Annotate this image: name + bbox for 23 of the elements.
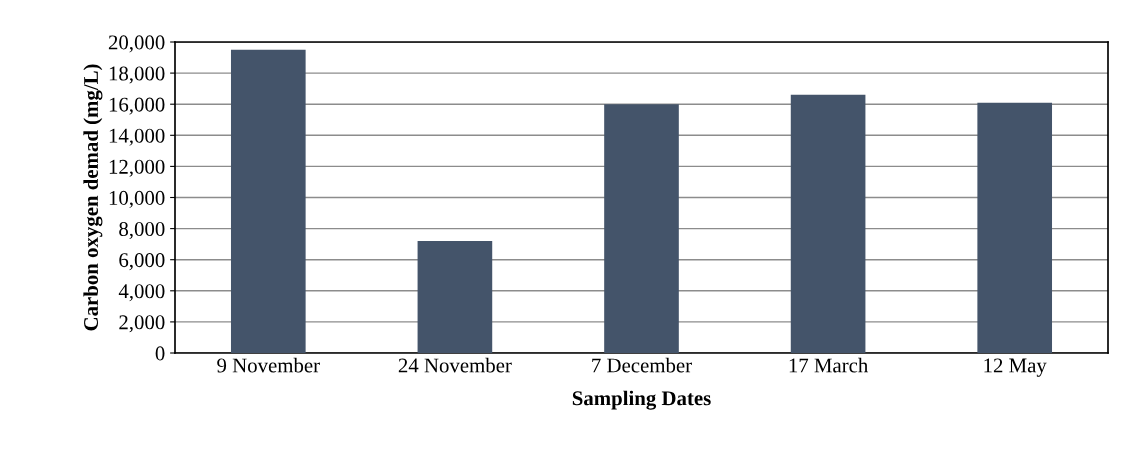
y-tick-label: 18,000 xyxy=(109,66,165,84)
y-tick-label: 14,000 xyxy=(109,128,165,146)
y-axis-title: Carbon oxygen demad (mg/L) xyxy=(83,64,103,331)
y-tick-label: 4,000 xyxy=(118,284,165,302)
x-tick-label: 17 March xyxy=(789,357,869,373)
y-tick-label: 8,000 xyxy=(119,221,165,240)
y-tick-label: 20,000 xyxy=(108,35,165,53)
x-tick-label: 12 May xyxy=(984,358,1047,377)
y-tick-label: 16,000 xyxy=(109,97,165,115)
x-tick-label: 24 November xyxy=(398,357,512,373)
x-tick-label: 7 December xyxy=(592,357,692,373)
y-tick-label: 10,000 xyxy=(109,190,165,208)
bar xyxy=(230,49,306,353)
bar xyxy=(977,102,1053,353)
y-tick-label: 2,000 xyxy=(119,315,165,333)
bar xyxy=(790,94,866,353)
y-tick-label: 0 xyxy=(155,346,165,361)
bar xyxy=(604,104,679,353)
y-tick-label: 12,000 xyxy=(109,159,165,177)
y-tick-label: 6,000 xyxy=(119,253,165,271)
bar xyxy=(417,241,493,353)
x-axis-title: Sampling Dates xyxy=(572,390,711,410)
x-tick-label: 9 November xyxy=(217,357,320,373)
